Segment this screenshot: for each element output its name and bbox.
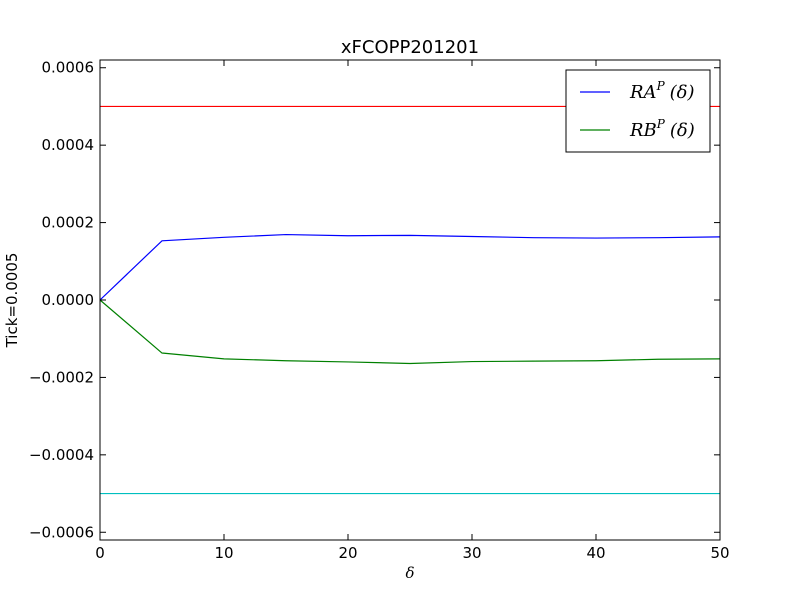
y-tick-label: 0.0002 [42,214,95,232]
legend-label-1: RAP (δ) [629,79,695,103]
x-tick-label: 20 [338,544,357,562]
y-axis-ticks: −0.0006 −0.0004 −0.0002 0.0000 0.0002 0.0004 0… [29,59,720,541]
series-lines [99,233,721,365]
x-tick-label: 10 [214,544,233,562]
y-tick-label: −0.0004 [29,446,94,464]
x-tick-label: 40 [586,544,605,562]
y-tick-label: 0.0004 [42,136,95,154]
x-axis-ticks: 0 10 20 30 40 50 [95,60,730,562]
x-tick-label: 30 [462,544,481,562]
y-tick-label: 0.0000 [42,291,95,309]
y-tick-label: −0.0002 [29,368,94,386]
series-line-2 [99,299,721,365]
legend-box [565,69,711,153]
y-tick-label: 0.0006 [42,59,95,77]
x-axis-label: δ [405,564,414,582]
chart-title: xFCOPP201201 [341,37,479,58]
y-axis-label: Tick=0.0005 [3,253,21,349]
legend: RAP (δ) RBP (δ) [565,69,711,153]
x-tick-label: 0 [95,544,105,562]
y-tick-label: −0.0006 [29,523,94,541]
x-tick-label: 50 [710,544,729,562]
series-line-1 [99,233,721,301]
reference-lines [100,105,720,495]
legend-label-2: RBP (δ) [629,117,695,141]
